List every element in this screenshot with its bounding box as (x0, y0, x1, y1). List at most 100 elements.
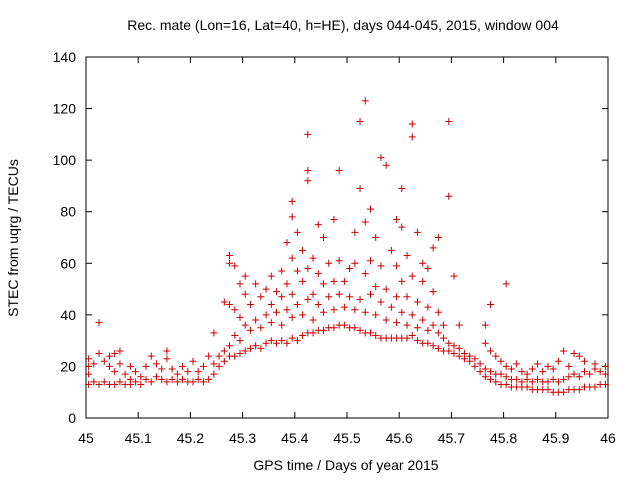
data-point (226, 342, 234, 350)
data-point (377, 298, 385, 306)
data-point (330, 215, 338, 223)
data-point (85, 355, 93, 363)
data-point (293, 267, 301, 275)
data-point (252, 280, 260, 288)
data-point (179, 375, 187, 383)
data-point (570, 370, 578, 378)
data-point (95, 319, 103, 327)
data-point (304, 166, 312, 174)
data-point (236, 337, 244, 345)
data-point (309, 290, 317, 298)
data-point (283, 306, 291, 314)
data-point (502, 362, 510, 370)
chart-title: Rec. mate (Lon=16, Lat=40, h=HE), days 0… (127, 17, 559, 33)
x-tick-label: 45.1 (125, 430, 152, 446)
data-point (403, 334, 411, 342)
data-point (273, 308, 281, 316)
data-point (278, 293, 286, 301)
data-point (105, 362, 113, 370)
x-tick-label: 45.3 (229, 430, 256, 446)
data-point (601, 362, 609, 370)
data-point (528, 378, 536, 386)
data-point (241, 272, 249, 280)
data-point (429, 321, 437, 329)
data-point (241, 321, 249, 329)
x-tick-label: 45 (78, 430, 94, 446)
data-point (90, 378, 98, 386)
x-tick-label: 46 (600, 430, 616, 446)
data-point (419, 259, 427, 267)
data-point (210, 370, 218, 378)
data-point (152, 360, 160, 368)
data-point (601, 380, 609, 388)
data-point (137, 373, 145, 381)
data-point (288, 254, 296, 262)
data-point (403, 321, 411, 329)
data-point (142, 375, 150, 383)
data-point (257, 344, 265, 352)
data-point (299, 311, 307, 319)
x-tick-label: 45.7 (438, 430, 465, 446)
data-point (445, 339, 453, 347)
data-point (476, 368, 484, 376)
axis-ticks: 45 45.1 45.2 45.3 45.4 45.5 45.6 45.7 45.8 45.9 46… (53, 49, 616, 446)
data-point (539, 368, 547, 376)
data-point (262, 339, 270, 347)
data-point (267, 337, 275, 345)
data-point (575, 352, 583, 360)
data-point (179, 362, 187, 370)
data-point (476, 360, 484, 368)
data-point (226, 301, 234, 309)
data-point (288, 313, 296, 321)
data-point (267, 301, 275, 309)
data-point (366, 257, 374, 265)
data-point (429, 342, 437, 350)
data-point (158, 365, 166, 373)
data-point (481, 339, 489, 347)
data-point (95, 350, 103, 358)
data-point (288, 197, 296, 205)
data-point (210, 360, 218, 368)
data-point (288, 290, 296, 298)
data-point (502, 280, 510, 288)
x-tick-label: 45.9 (542, 430, 569, 446)
data-point (126, 362, 134, 370)
data-point (85, 362, 93, 370)
data-point (523, 383, 531, 391)
y-tick-label: 0 (68, 410, 76, 426)
data-point (502, 373, 510, 381)
data-point (591, 360, 599, 368)
plot-frame (85, 56, 609, 419)
data-point (325, 293, 333, 301)
data-point (534, 360, 542, 368)
data-point (518, 368, 526, 376)
data-point (231, 331, 239, 339)
data-point (236, 280, 244, 288)
data-point (528, 365, 536, 373)
data-point (413, 324, 421, 332)
data-point (189, 357, 197, 365)
data-point (215, 362, 223, 370)
data-point (544, 362, 552, 370)
data-point (356, 295, 364, 303)
data-point (429, 288, 437, 296)
data-point (293, 228, 301, 236)
data-point (215, 352, 223, 360)
data-point (440, 321, 448, 329)
data-point (283, 239, 291, 247)
data-point (273, 288, 281, 296)
data-point (252, 342, 260, 350)
data-point (320, 280, 328, 288)
data-point (236, 313, 244, 321)
data-point (241, 347, 249, 355)
data-point (246, 344, 254, 352)
data-point (382, 161, 390, 169)
data-point (372, 234, 380, 241)
data-point (262, 311, 270, 319)
data-point (445, 117, 453, 125)
data-point (111, 380, 119, 388)
data-point (601, 370, 609, 378)
data-point (100, 378, 108, 386)
data-point (513, 375, 521, 383)
data-point (189, 378, 197, 386)
